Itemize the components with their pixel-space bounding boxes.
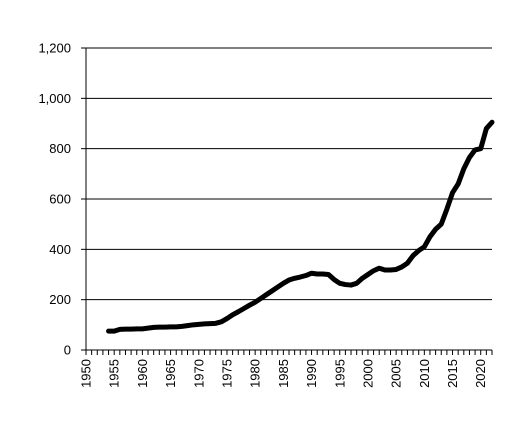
y-axis-tick-labels: 0 200 400 600 800 1,000 1,200 [38,41,71,358]
y-tick-label-3: 600 [49,192,71,207]
x-tick-label-10: 2000 [360,359,375,388]
x-tick-label-4: 1970 [191,359,206,388]
series-line [106,119,495,334]
y-tick-label-1: 200 [49,292,71,307]
y-tick-label-4: 800 [49,141,71,156]
y-tick-label-0: 0 [64,343,71,358]
x-tick-label-12: 2010 [417,359,432,388]
x-tick-label-8: 1990 [304,359,319,388]
x-tick-label-3: 1965 [163,359,178,388]
gridlines [86,47,492,301]
x-tick-label-9: 1995 [332,359,347,388]
x-tick-label-0: 1950 [79,359,94,388]
x-tick-label-1: 1955 [107,359,122,388]
x-tick-label-13: 2015 [445,359,460,388]
x-tick-label-14: 2020 [473,359,488,388]
x-axis-tick-labels: 1950 1955 1960 1965 1970 1975 1980 1985 1990 1995… [79,359,489,388]
y-tick-label-6: 1,200 [38,41,71,56]
x-tick-label-6: 1980 [248,359,263,388]
x-tick-label-7: 1985 [276,359,291,388]
y-tick-label-5: 1,000 [38,91,71,106]
axes [81,47,493,355]
y-tick-label-2: 400 [49,242,71,257]
x-tick-label-2: 1960 [135,359,150,388]
x-tick-label-5: 1975 [219,359,234,388]
x-tick-label-11: 2005 [389,359,404,388]
